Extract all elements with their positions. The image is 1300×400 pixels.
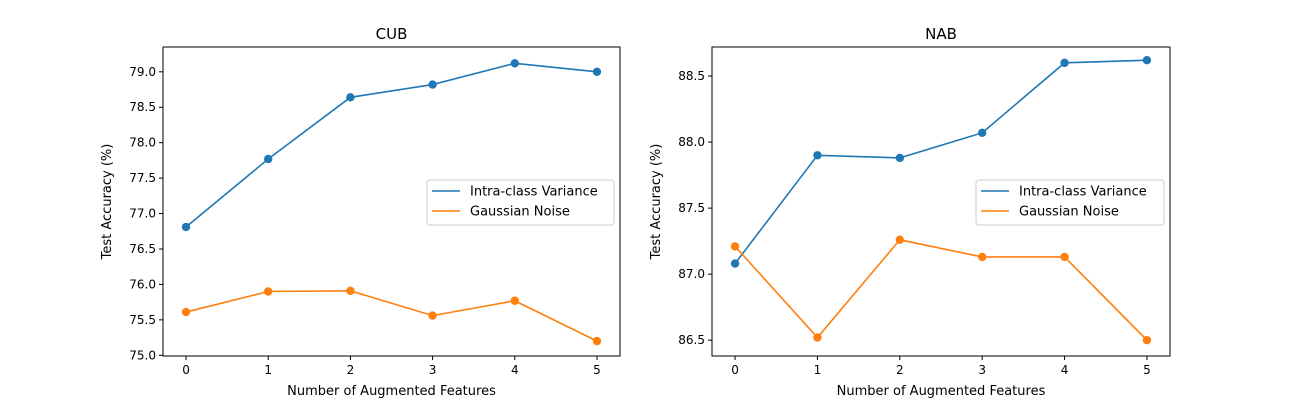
x-tick-label: 1: [264, 363, 272, 377]
data-point: [592, 67, 602, 77]
data-point: [428, 80, 437, 89]
data-point: [730, 242, 740, 251]
data-point: [181, 222, 191, 232]
y-tick-label: 78.5: [129, 100, 156, 114]
y-tick-label: 76.0: [129, 277, 156, 291]
data-point: [264, 154, 273, 164]
y-tick-label: 79.0: [129, 65, 156, 79]
data-point: [730, 259, 740, 268]
x-axis-label: Number of Augmented Features: [287, 384, 496, 399]
series-line-0: [185, 62, 598, 228]
y-tick-label: 87.0: [678, 267, 705, 281]
data-point: [510, 59, 519, 68]
data-point: [977, 128, 987, 138]
y-tick-label: 87.5: [678, 201, 705, 215]
series-line-1: [185, 289, 598, 342]
y-tick-label: 88.5: [678, 69, 705, 83]
data-point: [1060, 58, 1069, 68]
x-tick-label: 2: [347, 363, 355, 377]
chart-nab: NAB 0 1 2 3 4 5 86.5 87.0 87.5 88.0 88.5 Number of A…: [649, 25, 1171, 399]
data-point: [181, 307, 191, 317]
x-tick-label: 3: [429, 363, 437, 377]
chart-title: CUB: [376, 25, 408, 43]
data-point: [1142, 335, 1152, 345]
x-tick-label: 0: [731, 363, 739, 377]
y-tick-label: 75.0: [129, 348, 156, 362]
data-point: [1060, 252, 1069, 262]
data-point: [895, 235, 905, 244]
y-tick-label: 86.5: [678, 333, 705, 347]
data-point: [592, 336, 602, 346]
legend: Intra-class Variance Gaussian Noise: [426, 179, 615, 226]
chart-title: NAB: [925, 25, 957, 43]
x-tick-label: 4: [1061, 363, 1069, 377]
data-point: [510, 296, 519, 305]
y-tick-label: 77.0: [129, 207, 156, 221]
legend-label: Intra-class Variance: [470, 185, 598, 200]
y-tick-label: 88.0: [678, 135, 705, 149]
x-axis-label: Number of Augmented Features: [837, 384, 1046, 399]
legend-label: Intra-class Variance: [1019, 185, 1147, 200]
x-tick-label: 5: [593, 363, 601, 377]
data-point: [264, 287, 273, 296]
legend-label: Gaussian Noise: [470, 205, 570, 220]
y-tick-label: 75.5: [129, 313, 156, 327]
x-tick-label: 4: [511, 363, 519, 377]
legend: Intra-class Variance Gaussian Noise: [975, 179, 1165, 226]
data-point: [428, 311, 437, 320]
data-point: [346, 286, 355, 295]
x-tick-label: 0: [182, 363, 190, 377]
y-tick-label: 78.0: [129, 136, 156, 150]
series-line-0: [734, 59, 1147, 265]
data-point: [977, 252, 987, 262]
legend-label: Gaussian Noise: [1019, 205, 1119, 220]
data-point: [1142, 56, 1152, 65]
legend-box: [975, 179, 1165, 226]
series-line-1: [734, 238, 1148, 341]
data-point: [813, 151, 822, 160]
y-axis-label: Test Accuracy (%): [649, 144, 664, 261]
plot-frame: [162, 46, 621, 357]
y-axis-label: Test Accuracy (%): [100, 144, 115, 261]
x-tick-label: 5: [1143, 363, 1151, 377]
x-tick-label: 2: [896, 363, 904, 377]
y-tick-label: 76.5: [129, 242, 156, 256]
data-point: [895, 153, 905, 163]
plot-frame: [711, 46, 1171, 357]
x-tick-label: 1: [814, 363, 822, 377]
legend-box: [426, 179, 615, 226]
x-tick-label: 3: [978, 363, 986, 377]
data-point: [346, 93, 355, 102]
y-tick-label: 77.5: [129, 171, 156, 185]
chart-cub: CUB 0 1 2 3 4 5 75.0 75.5 76.0 76.5 77.0 77.5 78.0 78.…: [100, 25, 621, 399]
data-point: [813, 333, 822, 342]
